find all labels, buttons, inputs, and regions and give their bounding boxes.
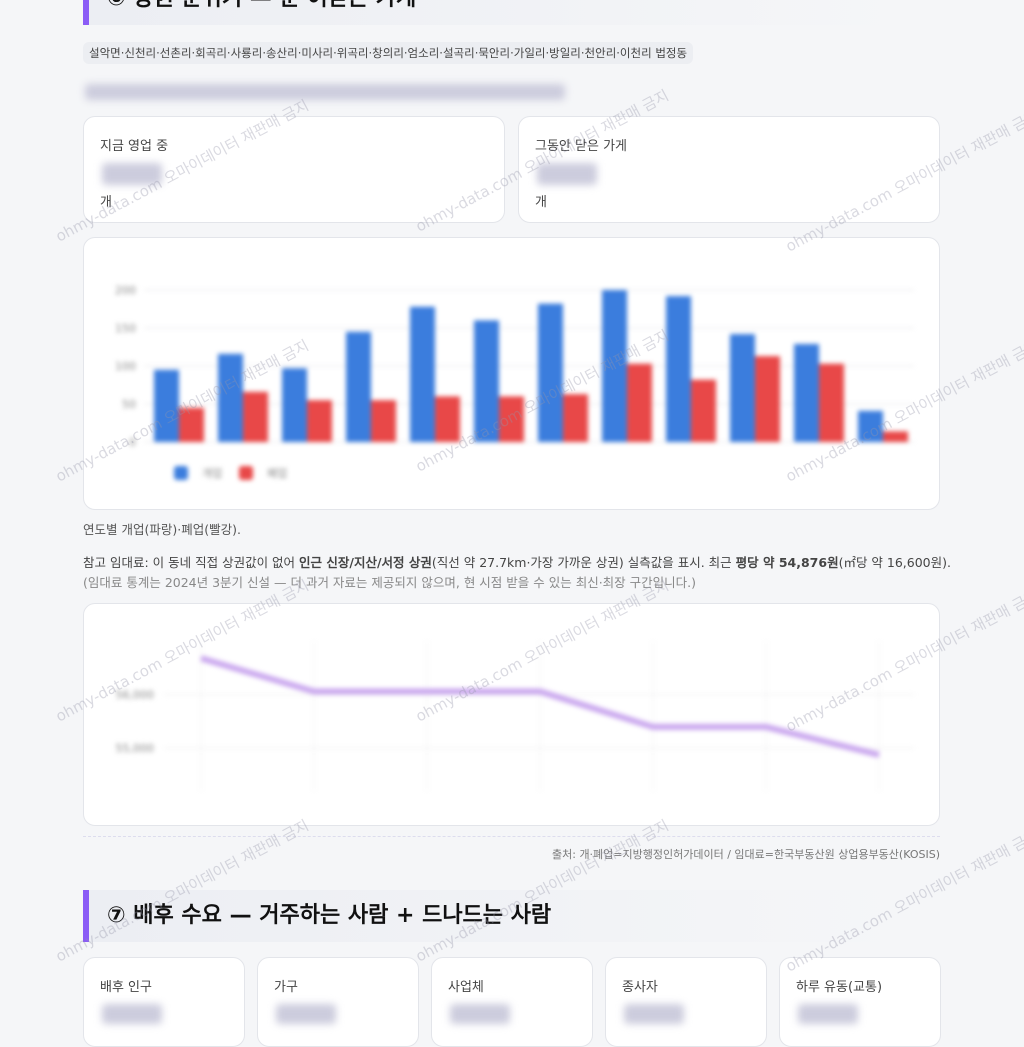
y-tick-label: 100 bbox=[115, 360, 136, 373]
bar bbox=[243, 391, 268, 442]
y-tick-label: 56,000 bbox=[116, 689, 155, 702]
line-chart: 55,000 56,000 bbox=[83, 603, 940, 826]
bar-chart: 0 50 100 150 200 개업 폐업 bbox=[83, 237, 940, 510]
rent-note: 참고 임대료: 이 동네 직접 상권값이 없어 인근 신장/지산/서정 상권(직… bbox=[83, 552, 951, 571]
blurred-value bbox=[798, 1004, 858, 1024]
y-tick-label: 150 bbox=[115, 322, 136, 335]
plot: 0 50 100 150 200 개업 폐업 bbox=[115, 284, 914, 480]
stat-unit: 개 bbox=[100, 195, 112, 210]
blurred-value bbox=[276, 1004, 336, 1024]
bar bbox=[794, 343, 819, 442]
bar bbox=[627, 363, 652, 442]
blurred-text bbox=[85, 84, 565, 100]
stat-label: 하루 유동(교통) bbox=[796, 980, 883, 995]
section-title: ⑦ 배후 수요 — 거주하는 사람 + 드나드는 사람 bbox=[83, 890, 903, 942]
stat-card: 그동안 닫은 가게 개 bbox=[518, 116, 940, 223]
legend-label: 폐업 bbox=[267, 467, 287, 480]
y-tick-label: 200 bbox=[115, 284, 136, 297]
bar bbox=[819, 363, 844, 442]
stat-card: 사업체 bbox=[431, 957, 593, 1047]
stat-card: 가구 bbox=[257, 957, 419, 1047]
bar bbox=[282, 368, 307, 442]
stat-card: 하루 유동(교통) bbox=[779, 957, 941, 1047]
blurred-value bbox=[450, 1004, 510, 1024]
stat-unit: 개 bbox=[535, 195, 547, 210]
caption: 연도별 개업(파랑)·폐업(빨강). bbox=[83, 522, 241, 537]
stat-label: 배후 인구 bbox=[100, 980, 152, 995]
bar bbox=[538, 303, 563, 442]
tag-row: 설악면·신천리·선촌리·회곡리·사룡리·송산리·미사리·위곡리·창의리·엄소리·… bbox=[83, 42, 694, 64]
stat-label: 지금 영업 중 bbox=[100, 139, 169, 154]
source: 출처: 개·폐업=지방행정인허가데이터 / 임대료=한국부동산원 상업용부동산(… bbox=[83, 836, 940, 862]
plot: 55,000 56,000 bbox=[116, 641, 914, 791]
legend-label: 개업 bbox=[202, 467, 222, 480]
bar bbox=[154, 369, 179, 442]
blurred-value bbox=[102, 1004, 162, 1024]
stat-card: 지금 영업 중 개 bbox=[83, 116, 505, 223]
y-tick-label: 55,000 bbox=[116, 742, 155, 755]
bar bbox=[499, 396, 524, 442]
legend-swatch bbox=[239, 466, 253, 480]
bar bbox=[858, 410, 883, 442]
bar bbox=[346, 331, 371, 442]
bar bbox=[410, 306, 435, 442]
blurred-value bbox=[102, 163, 162, 185]
bar bbox=[179, 407, 204, 442]
legend-swatch bbox=[174, 466, 188, 480]
stat-label: 종사자 bbox=[622, 980, 658, 995]
bar bbox=[602, 290, 627, 442]
text: 참고 임대료: 이 동네 직접 상권값이 없어 bbox=[83, 555, 300, 570]
bar bbox=[307, 400, 332, 442]
bar bbox=[218, 353, 243, 442]
y-tick-label: 50 bbox=[122, 398, 136, 411]
y-tick-label: 0 bbox=[129, 436, 136, 449]
bar bbox=[730, 334, 755, 442]
bar bbox=[371, 400, 396, 442]
bar bbox=[691, 379, 716, 442]
stat-label: 그동안 닫은 가게 bbox=[535, 139, 627, 154]
blurred-value bbox=[537, 163, 597, 185]
bar bbox=[563, 394, 588, 442]
bar bbox=[755, 356, 780, 442]
section-title: ⑥ 상권 분위기 — 문 여닫는 가게 bbox=[83, 0, 903, 25]
rent-sub: (임대료 통계는 2024년 3분기 신설 — 더 과거 자료는 제공되지 않으… bbox=[83, 575, 696, 590]
bar bbox=[435, 396, 460, 442]
stat-card: 배후 인구 bbox=[83, 957, 245, 1047]
bar bbox=[883, 431, 908, 442]
bar bbox=[666, 296, 691, 442]
stat-label: 가구 bbox=[274, 980, 298, 995]
line bbox=[200, 655, 880, 758]
text: (㎡당 약 16,600원). bbox=[838, 555, 951, 570]
text: 인근 신장/지산/서정 상권 bbox=[299, 555, 432, 570]
blurred-value bbox=[624, 1004, 684, 1024]
text: (직선 약 27.7km·가장 가까운 상권) 실측값을 표시. 최근 bbox=[431, 555, 736, 570]
bar bbox=[474, 320, 499, 442]
page: ⑥ 상권 분위기 — 문 여닫는 가게 설악면·신천리·선촌리·회곡리·사룡리·… bbox=[52, 0, 1024, 1047]
stat-card: 종사자 bbox=[605, 957, 767, 1047]
stat-label: 사업체 bbox=[448, 980, 484, 995]
text: 평당 약 54,876원 bbox=[735, 555, 839, 570]
